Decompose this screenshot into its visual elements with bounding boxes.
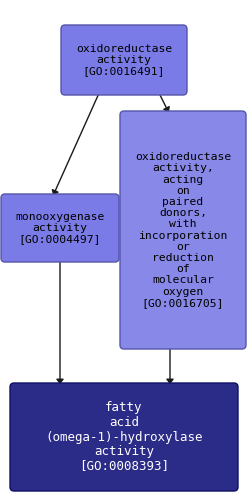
Text: oxidoreductase
activity,
acting
on
paired
donors,
with
incorporation
or
reductio: oxidoreductase activity, acting on paire… <box>135 152 231 308</box>
Text: oxidoreductase
activity
[GO:0016491]: oxidoreductase activity [GO:0016491] <box>76 44 172 76</box>
FancyBboxPatch shape <box>10 383 238 491</box>
Text: fatty
acid
(omega-1)-hydroxylase
activity
[GO:0008393]: fatty acid (omega-1)-hydroxylase activit… <box>45 402 203 473</box>
Text: monooxygenase
activity
[GO:0004497]: monooxygenase activity [GO:0004497] <box>15 212 105 244</box>
FancyBboxPatch shape <box>61 25 187 95</box>
FancyBboxPatch shape <box>1 194 119 262</box>
FancyBboxPatch shape <box>120 111 246 349</box>
